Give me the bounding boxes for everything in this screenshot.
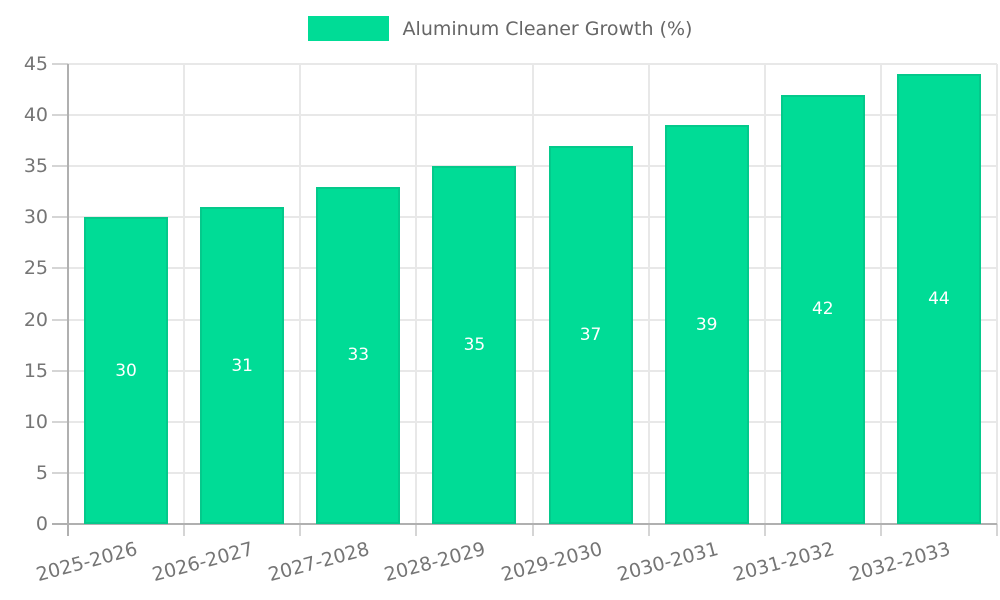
y-tick-mark-25 <box>52 267 68 270</box>
y-tick-label-25: 25 <box>23 257 48 280</box>
y-tick-mark-20 <box>52 318 68 321</box>
bar-value-label-2031-2032: 42 <box>811 299 834 320</box>
x-tick-mark-6 <box>763 524 766 536</box>
y-tick-label-45: 45 <box>23 53 48 75</box>
x-grid-line-3 <box>415 64 418 524</box>
x-tick-mark-3 <box>415 524 418 536</box>
x-tick-mark-2 <box>299 524 302 536</box>
legend-swatch <box>307 16 389 41</box>
bar-2030-2031[interactable] <box>664 125 749 524</box>
y-tick-label-15: 15 <box>23 359 48 382</box>
y-tick-mark-30 <box>52 216 68 219</box>
bar-value-label-2028-2029: 35 <box>463 335 486 356</box>
y-tick-mark-35 <box>52 165 68 168</box>
x-tick-mark-7 <box>879 524 882 536</box>
bar-2031-2032[interactable] <box>780 94 865 524</box>
bar-value-label-2030-2031: 39 <box>695 314 718 335</box>
y-tick-label-0: 0 <box>35 513 48 535</box>
x-grid-line-8 <box>996 64 998 524</box>
y-tick-label-10: 10 <box>23 410 48 433</box>
y-tick-label-20: 20 <box>23 308 48 331</box>
y-tick-mark-5 <box>52 471 68 474</box>
y-tick-mark-45 <box>52 63 68 65</box>
y-tick-label-5: 5 <box>35 461 48 484</box>
x-grid-line-5 <box>647 64 650 524</box>
x-grid-line-1 <box>183 64 186 524</box>
bar-value-label-2026-2027: 31 <box>231 355 253 376</box>
bar-value-label-2029-2030: 37 <box>579 324 602 345</box>
bar-2029-2030[interactable] <box>548 145 633 524</box>
y-tick-label-35: 35 <box>23 155 48 178</box>
y-tick-mark-40 <box>52 114 68 117</box>
bar-2028-2029[interactable] <box>432 166 517 524</box>
y-tick-mark-10 <box>52 420 68 423</box>
x-axis-baseline <box>52 523 997 525</box>
bar-2027-2028[interactable] <box>316 186 401 524</box>
y-tick-mark-15 <box>52 369 68 372</box>
y-tick-label-30: 30 <box>23 206 48 229</box>
y-tick-label-40: 40 <box>23 104 48 127</box>
legend-label: Aluminum Cleaner Growth (%) <box>402 17 693 40</box>
bar-value-label-2027-2028: 33 <box>347 345 370 366</box>
bar-value-label-2025-2026: 30 <box>115 360 137 381</box>
x-grid-line-4 <box>531 64 534 524</box>
bar-2032-2033[interactable] <box>896 74 981 524</box>
bar-2026-2027[interactable] <box>200 207 285 524</box>
x-tick-mark-1 <box>183 524 186 536</box>
x-grid-line-7 <box>879 64 882 524</box>
x-tick-mark-5 <box>647 524 650 536</box>
x-grid-line-2 <box>299 64 302 524</box>
bar-2025-2026[interactable] <box>84 217 169 524</box>
legend[interactable]: Aluminum Cleaner Growth (%) <box>0 16 1000 41</box>
x-grid-line-6 <box>763 64 766 524</box>
x-tick-mark-4 <box>531 524 534 536</box>
x-tick-mark-8 <box>996 524 998 536</box>
bar-value-label-2032-2033: 44 <box>928 289 950 310</box>
y-axis-line <box>67 64 69 536</box>
